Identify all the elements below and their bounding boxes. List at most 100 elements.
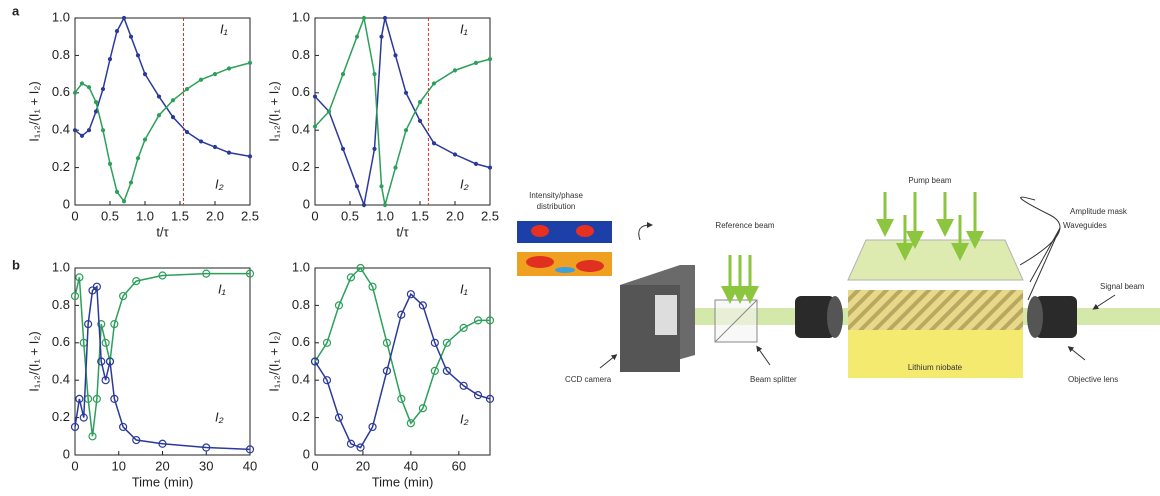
y-tick-label: 0.4: [292, 372, 310, 387]
x-tick-label: 1.0: [136, 208, 154, 223]
diagram-label: Amplitude mask: [1070, 207, 1128, 216]
data-point: [342, 147, 345, 150]
data-point: [373, 147, 376, 150]
x-tick-label: 0.5: [341, 208, 359, 223]
series-annotation: I₁: [220, 21, 228, 36]
series-annotation: I₁: [460, 21, 468, 36]
pointer: [1028, 228, 1060, 300]
data-point: [394, 54, 397, 57]
pointer: [1020, 197, 1060, 265]
data-point: [394, 166, 397, 169]
data-point: [405, 129, 408, 132]
x-tick-label: 0: [311, 208, 318, 223]
data-point: [380, 185, 383, 188]
y-tick-label: 0.2: [292, 159, 310, 174]
diagram-label: Lithium niobate: [908, 363, 963, 372]
data-point: [200, 78, 203, 81]
y-tick-label: 0.6: [292, 84, 310, 99]
data-point: [144, 138, 147, 141]
diagram-label: Waveguides: [1063, 221, 1107, 230]
data-point: [314, 95, 317, 98]
diagram-label: Signal beam: [1100, 282, 1145, 291]
data-point: [454, 153, 457, 156]
data-point: [384, 204, 387, 207]
y-tick-label: 0.6: [52, 84, 70, 99]
data-point: [384, 17, 387, 20]
x-tick-label: 1.0: [376, 208, 394, 223]
series-annotation: I₁: [218, 281, 226, 296]
y-tick-label: 0.4: [52, 122, 70, 137]
data-point: [454, 69, 457, 72]
pointer: [1030, 228, 1060, 282]
phase-spot: [555, 267, 575, 273]
data-point: [489, 58, 492, 61]
data-point: [172, 116, 175, 119]
y-tick-label: 0.4: [292, 122, 310, 137]
y-tick-label: 0: [63, 196, 70, 211]
x-tick-label: 40: [404, 458, 418, 473]
objective-lens-end: [1027, 296, 1043, 338]
y-tick-label: 1.0: [52, 259, 70, 274]
objective-lens-end: [827, 296, 843, 338]
diagram-label: Objective lens: [1068, 375, 1118, 384]
y-axis-label: I₁,₂/(I₁ + I₂): [26, 81, 41, 141]
figure: a b Intensity/phase distribution Referen…: [0, 0, 1160, 496]
pointer: [1070, 348, 1085, 360]
y-axis-label: I₁,₂/(I₁ + I₂): [266, 81, 281, 141]
data-point: [88, 129, 91, 132]
data-point: [380, 35, 383, 38]
data-point: [102, 129, 105, 132]
y-tick-label: 0.6: [292, 334, 310, 349]
data-point: [123, 17, 126, 20]
data-point: [172, 99, 175, 102]
series-line: [75, 63, 250, 201]
data-point: [74, 129, 77, 132]
data-point: [433, 142, 436, 145]
data-point: [249, 155, 252, 158]
data-point: [419, 119, 422, 122]
data-point: [328, 110, 331, 113]
x-tick-label: 10: [112, 458, 126, 473]
intensity-spot: [576, 225, 594, 237]
x-tick-label: 2.5: [481, 208, 499, 223]
x-tick-label: 0: [71, 458, 78, 473]
data-point: [102, 88, 105, 91]
data-point: [405, 91, 408, 94]
x-tick-label: 0: [311, 458, 318, 473]
series-line: [75, 18, 250, 156]
data-point: [214, 146, 217, 149]
data-point: [95, 110, 98, 113]
pointer: [1095, 295, 1115, 308]
data-point: [95, 101, 98, 104]
x-axis-label: Time (min): [132, 474, 194, 489]
series-annotation: I₂: [460, 176, 469, 191]
setup-diagram: Intensity/phase distribution Reference b…: [517, 176, 1160, 384]
pointer: [758, 348, 770, 365]
x-tick-label: 60: [452, 458, 466, 473]
y-axis-label: I₁,₂/(I₁ + I₂): [266, 331, 281, 391]
x-tick-label: 2.0: [446, 208, 464, 223]
y-tick-label: 0.2: [52, 159, 70, 174]
x-tick-label: 20: [356, 458, 370, 473]
x-axis-label: t/τ: [396, 224, 409, 239]
arrow: [639, 225, 650, 240]
y-tick-label: 0.8: [52, 297, 70, 312]
data-point: [186, 131, 189, 134]
diagram-label: Pump beam: [908, 176, 951, 185]
data-point: [88, 86, 91, 89]
x-tick-label: 2.5: [241, 208, 259, 223]
waveguides: [848, 290, 1023, 330]
data-point: [373, 73, 376, 76]
pointer: [600, 356, 615, 368]
diagram-label: Beam splitter: [750, 375, 797, 384]
x-tick-label: 40: [243, 458, 257, 473]
data-point: [363, 204, 366, 207]
panel-label: a: [12, 3, 20, 18]
data-point: [356, 35, 359, 38]
data-point: [144, 73, 147, 76]
x-tick-label: 2.0: [206, 208, 224, 223]
y-tick-label: 0.4: [52, 372, 70, 387]
data-point: [109, 162, 112, 165]
data-point: [489, 166, 492, 169]
data-point: [130, 35, 133, 38]
